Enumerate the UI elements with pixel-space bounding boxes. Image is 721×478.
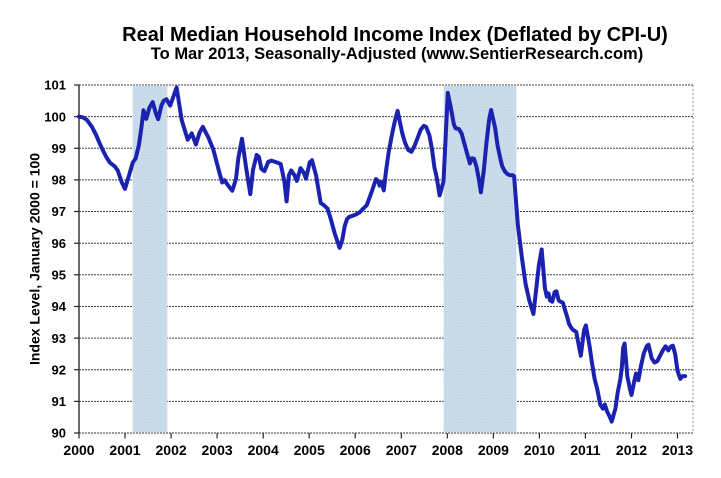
- svg-text:94: 94: [52, 299, 67, 314]
- svg-text:93: 93: [52, 331, 66, 346]
- svg-text:2007: 2007: [386, 442, 417, 458]
- svg-text:100: 100: [44, 109, 66, 124]
- svg-text:Real Median Household Income I: Real Median Household Income Index (Defl…: [122, 24, 668, 46]
- svg-text:2001: 2001: [109, 442, 140, 458]
- svg-text:95: 95: [52, 268, 66, 283]
- svg-text:98: 98: [52, 173, 66, 188]
- svg-text:99: 99: [52, 141, 66, 156]
- svg-text:2004: 2004: [248, 442, 279, 458]
- svg-text:97: 97: [52, 204, 66, 219]
- svg-text:2012: 2012: [616, 442, 647, 458]
- svg-text:2006: 2006: [340, 442, 371, 458]
- svg-text:To Mar 2013, Seasonally-Adjust: To Mar 2013, Seasonally-Adjusted (www.Se…: [151, 45, 643, 63]
- svg-text:2013: 2013: [662, 442, 693, 458]
- svg-text:96: 96: [52, 236, 66, 251]
- svg-text:2009: 2009: [478, 442, 509, 458]
- svg-text:2011: 2011: [570, 442, 601, 458]
- svg-text:2000: 2000: [63, 442, 94, 458]
- svg-text:2003: 2003: [202, 442, 233, 458]
- svg-text:2005: 2005: [294, 442, 325, 458]
- svg-text:2010: 2010: [524, 442, 555, 458]
- svg-text:Index Level, January 2000 = 10: Index Level, January 2000 = 100: [27, 153, 43, 365]
- svg-text:101: 101: [44, 78, 66, 93]
- svg-text:2008: 2008: [432, 442, 463, 458]
- svg-text:2002: 2002: [156, 442, 187, 458]
- svg-text:92: 92: [52, 362, 66, 377]
- svg-text:90: 90: [52, 426, 66, 441]
- svg-text:91: 91: [52, 394, 66, 409]
